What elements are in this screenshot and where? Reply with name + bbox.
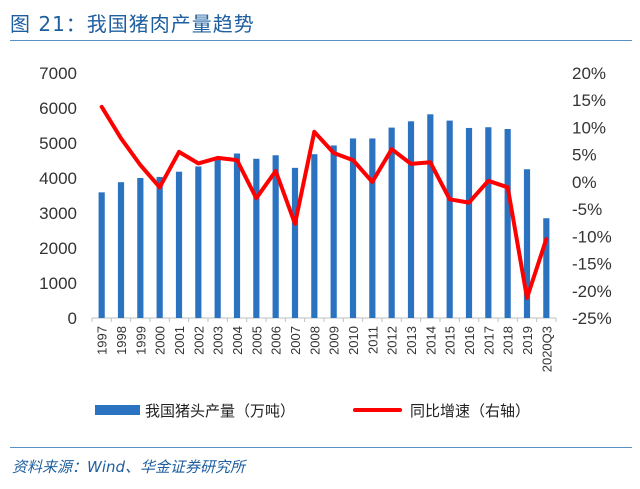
bar [465,127,473,318]
y-right-tick-label: 15% [572,91,606,110]
x-tick-label: 2011 [365,326,380,354]
x-tick-label: 2019 [520,326,535,355]
x-tick-label: 2000 [153,326,168,355]
y-right-tick-label: 0% [572,173,597,192]
bar [407,121,415,318]
y-right-tick-label: -25% [572,309,612,328]
x-tick-label: 2014 [423,326,438,355]
bar [253,158,260,318]
bar [156,176,163,318]
bar [504,129,511,318]
x-tick-label: 2013 [404,326,419,355]
x-tick-label: 2008 [307,326,322,355]
x-tick-label: 2017 [481,326,496,355]
bar [98,192,105,318]
bar [137,178,144,318]
x-tick-label: 2009 [327,326,342,355]
bar [330,145,337,318]
x-tick-label: 2004 [230,326,245,355]
x-tick-label: 2001 [172,326,187,355]
growth-line [99,104,549,300]
bar [195,166,202,318]
y-right-tick-label: -15% [572,255,612,274]
y-left-tick-label: 2000 [39,239,77,258]
legend-bar-label: 我国猪头产量（万吨） [145,402,295,420]
bar [427,114,434,318]
title-rule [10,40,632,41]
x-tick-label: 2012 [385,326,400,355]
x-tick-label: 1999 [133,326,148,355]
y-right-tick-label: -10% [572,227,612,246]
bar [543,218,550,318]
y-left-tick-label: 4000 [39,169,77,188]
x-tick-label: 2002 [191,326,206,355]
bar [175,171,183,318]
y-left-tick-label: 3000 [39,204,77,223]
x-tick-label: 1997 [95,326,110,355]
bar [214,159,221,318]
x-tick-label: 2015 [443,326,458,355]
y-right-tick-label: 20% [572,64,606,83]
x-tick-label: 2016 [462,326,477,355]
pork-production-chart: 7000 6000 5000 4000 3000 2000 1000 0 20% 15% 10% 5%… [39,64,612,420]
y-right-tick-label: 5% [572,146,597,165]
legend-line-label: 同比增速（右轴） [410,402,530,420]
bar [485,127,492,318]
x-tick-label: 2005 [249,326,264,355]
y-right-tick-label: -20% [572,282,612,301]
bar [311,154,318,318]
source-note: 资料来源：Wind、华金证券研究所 [12,458,246,476]
y-left-tick-label: 1000 [39,274,77,293]
y-left-tick-label: 0 [68,309,77,328]
bar [523,169,531,318]
bar [369,138,376,318]
y-right-tick-label: -5% [572,200,602,219]
bar [349,138,357,318]
x-tick-label: 2018 [501,326,516,355]
x-tick-label: 2006 [269,326,284,355]
y-left-tick-label: 5000 [39,134,77,153]
bar [388,127,395,318]
bar [272,155,279,318]
source-rule [10,447,632,448]
x-tick-label: 1998 [114,326,129,355]
bar [446,120,453,318]
y-right-tick-label: 10% [572,118,606,137]
x-tick-label: 2010 [346,326,361,355]
x-tick-label: 2003 [211,326,226,355]
y-left-tick-label: 7000 [39,64,77,83]
x-tick-label: 2020Q3 [539,326,554,372]
y-left-tick-label: 6000 [39,99,77,118]
legend-bar-swatch [95,405,140,415]
figure-title: 图 21：我国猪肉产量趋势 [10,12,255,36]
bar [233,153,241,318]
bar [291,167,299,318]
x-tick-label: 2007 [288,326,303,355]
bar [117,182,125,318]
